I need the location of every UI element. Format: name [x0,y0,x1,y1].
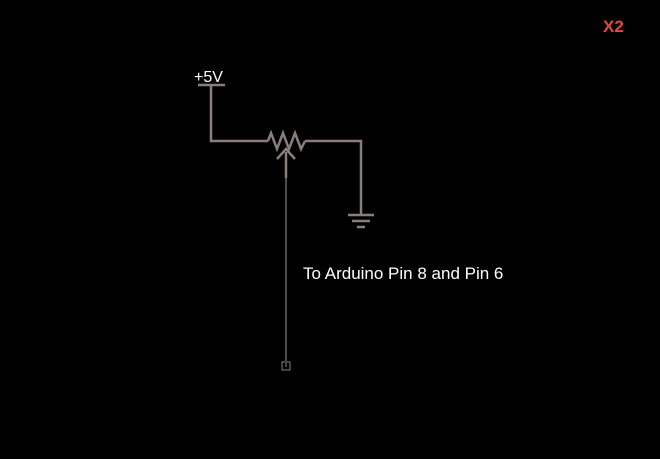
supply-symbol: +5V [194,69,225,87]
potentiometer-resistor-zigzag [266,129,307,153]
sheet-badge: X2 [603,17,624,36]
wire-supply-to-pot [209,86,268,143]
potentiometer [266,129,307,178]
wires [209,86,363,214]
terminal-square [281,361,291,371]
output-terminal [281,361,291,371]
supply-label: +5V [194,69,223,86]
connection-note: To Arduino Pin 8 and Pin 6 [303,264,503,283]
ground-symbol [348,213,374,229]
potentiometer-wiper-arrow [276,147,296,160]
wire-pot-to-ground [305,139,363,214]
